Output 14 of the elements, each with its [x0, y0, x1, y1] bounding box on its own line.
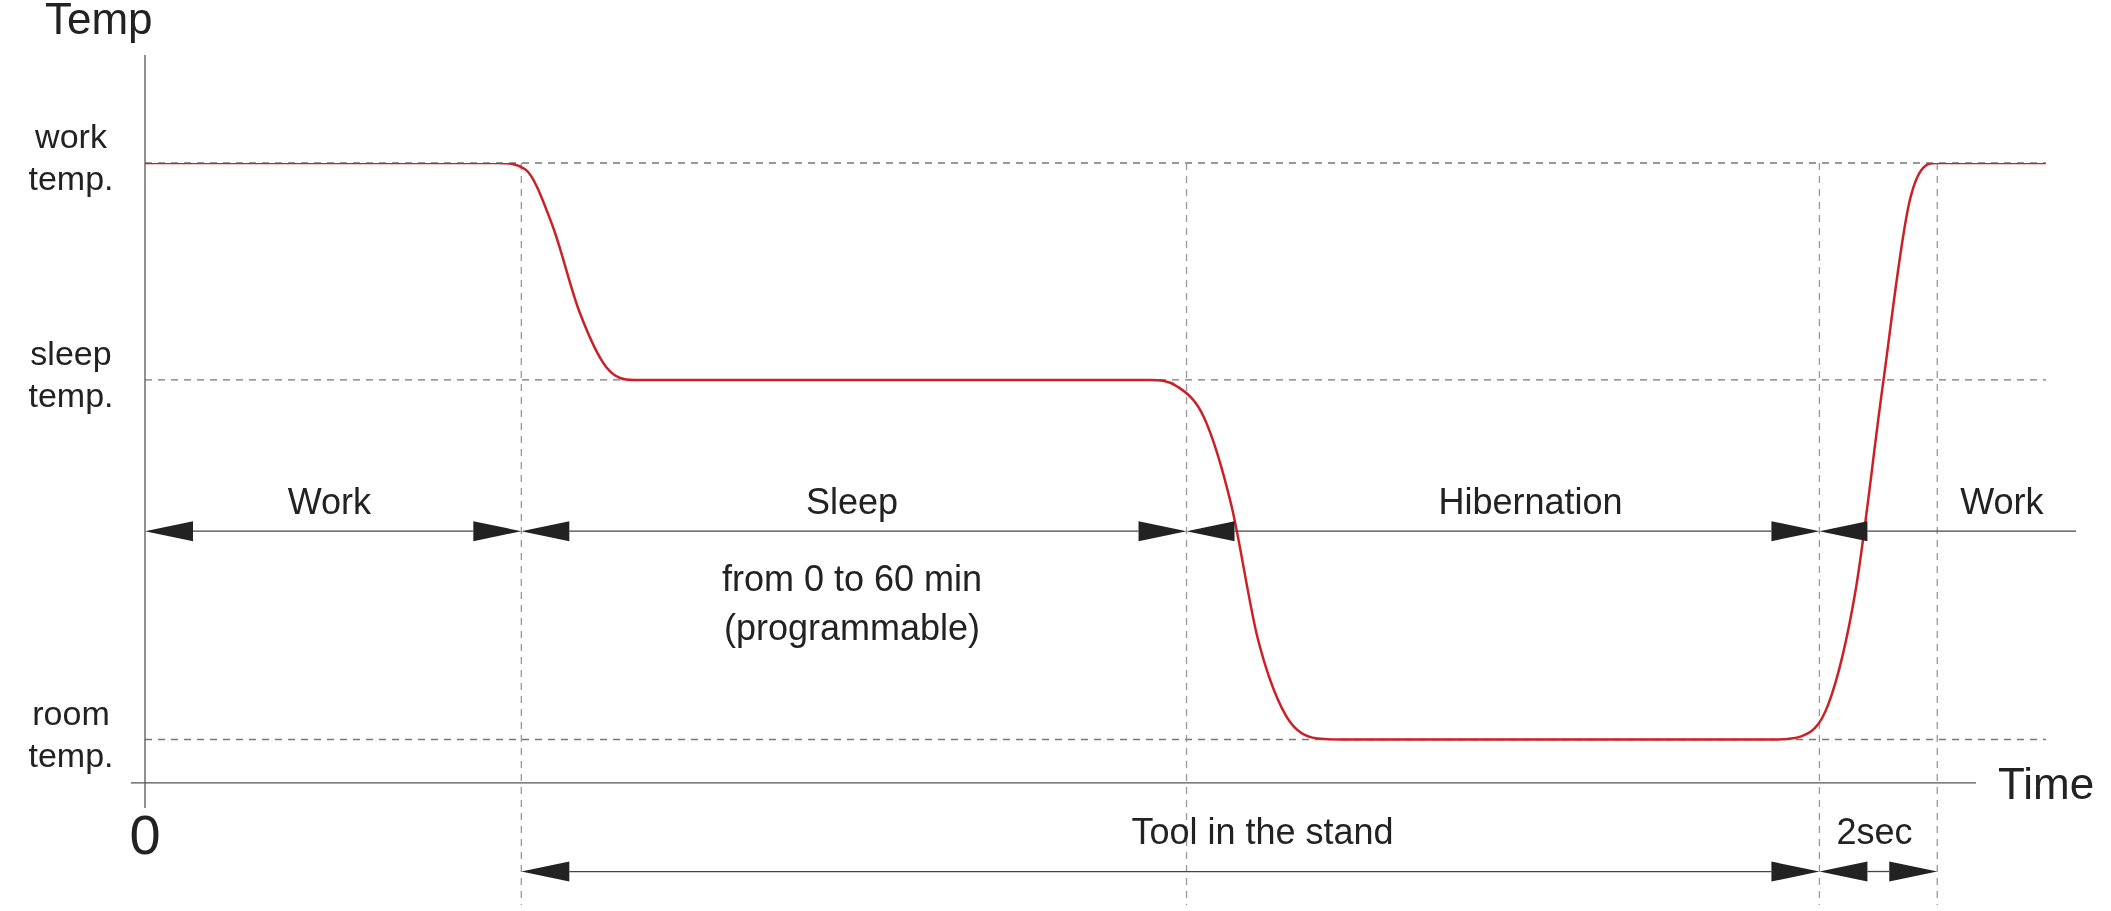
annotation: Work: [287, 480, 373, 522]
annotation: Hibernation: [1438, 480, 1623, 522]
annotation: (programmable): [723, 606, 981, 648]
text: 2sec: [1836, 810, 1913, 852]
annotation: from 0 to 60 min: [721, 558, 983, 600]
x-axis-title: Time: [1998, 759, 2095, 809]
ref-line-label: work temp.: [28, 117, 114, 198]
text: Tool in the stand: [1131, 810, 1394, 852]
ref-line-label: sleep temp.: [28, 334, 114, 415]
annotation: Work: [1960, 480, 2045, 522]
annotation: Sleep: [805, 480, 899, 522]
ref-line-label: room temp.: [28, 693, 114, 774]
y-axis-title: Temp: [45, 0, 153, 44]
text: 0: [129, 803, 161, 867]
